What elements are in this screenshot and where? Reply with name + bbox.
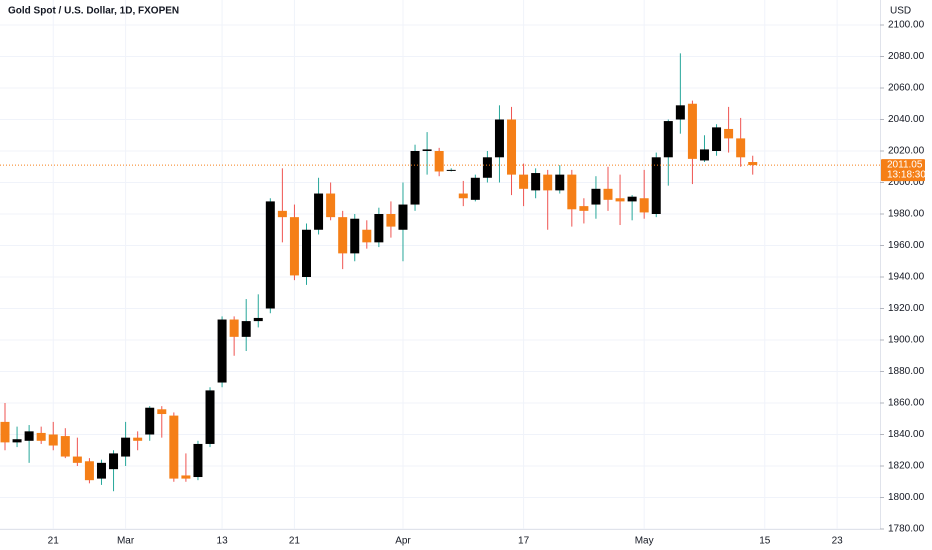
last-price-box bbox=[881, 159, 925, 182]
countdown-label: 13:18:30 bbox=[887, 170, 926, 181]
y-tick-label: 2040.00 bbox=[888, 114, 925, 125]
candle-body bbox=[410, 151, 420, 205]
candle-body bbox=[289, 217, 299, 276]
x-tick-label: 21 bbox=[289, 536, 301, 547]
x-tick-label: 15 bbox=[759, 536, 771, 547]
candle-body bbox=[687, 103, 697, 159]
candle-body bbox=[60, 436, 70, 457]
candle-body bbox=[84, 461, 94, 481]
candle-body bbox=[724, 128, 734, 139]
candle-body bbox=[181, 475, 191, 479]
candle-body bbox=[748, 162, 758, 166]
candle-body bbox=[470, 177, 480, 200]
candle-body bbox=[121, 437, 131, 457]
candle-body bbox=[458, 193, 468, 199]
y-tick-label: 2020.00 bbox=[888, 146, 925, 157]
candle-body bbox=[362, 229, 372, 243]
candle-body bbox=[48, 434, 58, 446]
candle-body bbox=[350, 218, 360, 254]
candle-body bbox=[229, 319, 239, 337]
y-tick-label: 1780.00 bbox=[888, 524, 925, 535]
candle-body bbox=[482, 157, 492, 178]
candle-body bbox=[145, 407, 155, 435]
candle-body bbox=[157, 409, 167, 415]
candle-body bbox=[338, 217, 348, 254]
y-tick-label: 1860.00 bbox=[888, 398, 925, 409]
candle-body bbox=[265, 201, 275, 309]
candle-body bbox=[374, 214, 384, 243]
candle-body bbox=[217, 319, 227, 383]
candle-body bbox=[543, 174, 553, 191]
candle-body bbox=[24, 431, 34, 441]
grid-layer bbox=[0, 0, 880, 530]
y-tick-label: 1880.00 bbox=[888, 366, 925, 377]
candle-body bbox=[591, 188, 601, 205]
x-tick-label: Apr bbox=[395, 536, 411, 547]
candle-body bbox=[699, 149, 709, 161]
y-axis-label: USD bbox=[890, 6, 911, 17]
candle-body bbox=[169, 415, 179, 479]
candle-body bbox=[531, 173, 541, 191]
candle-body bbox=[651, 157, 661, 214]
candle-body bbox=[603, 188, 613, 200]
candle-body bbox=[736, 138, 746, 158]
y-tick-label: 1920.00 bbox=[888, 303, 925, 314]
y-tick-label: 1820.00 bbox=[888, 461, 925, 472]
candle-body bbox=[555, 174, 565, 191]
chart-title: Gold Spot / U.S. Dollar, 1D, FXOPEN bbox=[8, 6, 179, 17]
candle-body bbox=[12, 439, 22, 443]
candle-body bbox=[663, 121, 673, 158]
candle-body bbox=[615, 198, 625, 202]
y-tick-label: 2100.00 bbox=[888, 20, 925, 31]
candle-body bbox=[193, 443, 203, 478]
y-tick-label: 1980.00 bbox=[888, 209, 925, 220]
x-tick-label: 17 bbox=[518, 536, 530, 547]
candle-body bbox=[314, 193, 324, 230]
y-tick-label: 1800.00 bbox=[888, 492, 925, 503]
candle-body bbox=[675, 105, 685, 120]
x-tick-label: Mar bbox=[117, 536, 135, 547]
y-tick-label: 2060.00 bbox=[888, 83, 925, 94]
candle-body bbox=[133, 437, 143, 441]
candle-body bbox=[434, 151, 444, 172]
candle-body bbox=[241, 321, 251, 337]
candle-body bbox=[567, 174, 577, 210]
y-tick-label: 2000.00 bbox=[888, 177, 925, 188]
candle-body bbox=[386, 214, 396, 227]
y-tick-label: 1940.00 bbox=[888, 272, 925, 283]
candle-body bbox=[36, 432, 46, 441]
x-tick-label: 23 bbox=[832, 536, 844, 547]
candle-body bbox=[0, 421, 10, 443]
candle-body bbox=[579, 206, 589, 211]
candle-body bbox=[326, 193, 336, 218]
y-tick-label: 2080.00 bbox=[888, 51, 925, 62]
x-tick-label: 21 bbox=[48, 536, 60, 547]
last-price-label: 2011.05 bbox=[887, 160, 923, 171]
candle-body bbox=[712, 127, 722, 151]
candles bbox=[0, 53, 758, 492]
y-tick-label: 1960.00 bbox=[888, 240, 925, 251]
candle-body bbox=[96, 462, 106, 479]
candle-body bbox=[72, 456, 82, 463]
candle-body bbox=[446, 169, 456, 171]
candle-body bbox=[205, 390, 215, 444]
candle-body bbox=[519, 174, 529, 189]
candle-body bbox=[398, 204, 408, 230]
candle-body bbox=[507, 119, 517, 175]
candle-body bbox=[277, 210, 287, 218]
candle-body bbox=[109, 453, 119, 470]
candle-body bbox=[253, 317, 263, 322]
x-tick-label: 13 bbox=[217, 536, 229, 547]
x-tick-label: May bbox=[635, 536, 654, 547]
candle-body bbox=[639, 198, 649, 213]
candle-body bbox=[302, 229, 311, 277]
candle-body bbox=[494, 119, 504, 158]
y-tick-label: 1840.00 bbox=[888, 429, 925, 440]
y-tick-label: 1900.00 bbox=[888, 335, 925, 346]
candle-body bbox=[422, 149, 432, 151]
candle-body bbox=[627, 196, 637, 202]
